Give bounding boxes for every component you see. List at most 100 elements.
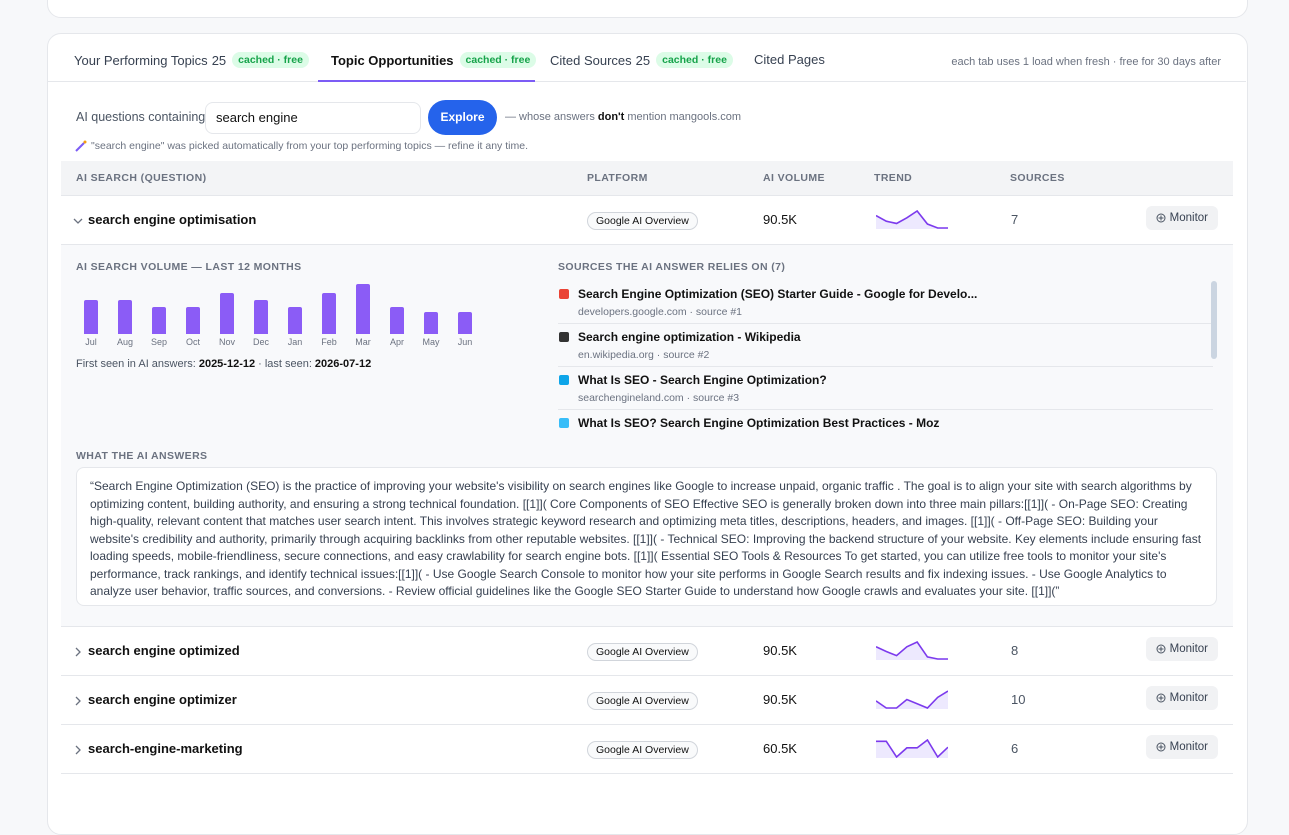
source-title: Search Engine Optimization (SEO) Starter… <box>578 287 978 301</box>
month-label: Jan <box>287 337 303 347</box>
month-label: May <box>422 337 440 347</box>
monitor-label: Monitor <box>1169 643 1208 655</box>
volume-bar <box>152 307 166 334</box>
volume-bar <box>458 312 472 334</box>
monitor-icon <box>1156 644 1166 654</box>
chevron-path <box>75 647 81 657</box>
chevron <box>73 218 83 224</box>
source-title: What Is SEO? Search Engine Optimization … <box>578 416 940 430</box>
sparkle <box>83 140 87 144</box>
month-label: Nov <box>218 337 235 347</box>
source-item[interactable]: What Is SEO? Search Engine Optimization … <box>558 410 1213 433</box>
monitor-label: Monitor <box>1169 212 1208 224</box>
tab-badge: cached · free <box>656 52 733 68</box>
tabs-note: each tab uses 1 load when fresh · free f… <box>951 56 1221 68</box>
source-icon <box>559 289 569 299</box>
monitor-icon <box>1156 693 1166 703</box>
chevron <box>75 696 81 706</box>
plus <box>1158 646 1164 652</box>
c <box>1156 644 1166 654</box>
column-header: AI VOLUME <box>763 172 825 184</box>
wand <box>75 142 85 152</box>
source-meta: searchengineland.com · source #3 <box>578 392 740 404</box>
trend-area <box>876 211 948 229</box>
monitor-button[interactable]: Monitor <box>1145 206 1218 230</box>
explore-button[interactable]: Explore <box>428 100 497 135</box>
first-seen: 2025-12-12 <box>198 358 256 370</box>
trend-line <box>876 210 948 229</box>
volume-bar <box>356 284 370 334</box>
month-label: Apr <box>389 337 404 347</box>
source-item[interactable]: Search Engine Optimization (SEO) Starter… <box>558 281 1213 324</box>
search-input[interactable]: search engine <box>205 102 421 134</box>
answer-title: WHAT THE AI ANSWERS <box>76 450 208 462</box>
trend-area <box>876 691 948 709</box>
plus <box>1158 215 1164 221</box>
column-header: PLATFORM <box>587 172 648 184</box>
column-header: AI SEARCH (QUESTION) <box>76 172 207 184</box>
plus <box>1158 744 1164 750</box>
volume-bar <box>322 293 336 334</box>
source-meta: en.wikipedia.org · source #2 <box>578 349 710 361</box>
tab-count: 25 <box>211 52 227 68</box>
trend-line <box>876 690 948 709</box>
monitor-icon <box>1156 213 1166 223</box>
tab-badge: cached · free <box>459 52 537 68</box>
hint-text: mention mangools.com <box>627 111 742 123</box>
column-header: TREND <box>874 172 913 184</box>
platform: Google AI Overview <box>587 692 698 710</box>
monitor-button[interactable]: Monitor <box>1145 637 1218 661</box>
sources-count: 6 <box>1011 741 1019 756</box>
c <box>1156 213 1166 223</box>
sources-count: 8 <box>1011 643 1019 658</box>
source-item[interactable]: Search engine optimization - Wikipedia en… <box>558 324 1213 367</box>
trend-sparkline <box>876 641 948 660</box>
column-header: SOURCES <box>1010 172 1065 184</box>
monitor-button[interactable]: Monitor <box>1145 735 1218 759</box>
platform-wrap: Google AI Overview <box>587 740 698 759</box>
source-title: What Is SEO - Search Engine Optimization… <box>578 373 827 387</box>
monitor-button[interactable]: Monitor <box>1145 686 1218 710</box>
seen-label: First seen in AI answers: <box>76 358 196 370</box>
trend-sparkline <box>876 690 948 709</box>
trend-line <box>876 739 948 758</box>
tab-label: Your Performing Topics <box>74 52 208 68</box>
source-icon <box>559 332 569 342</box>
content: Your Performing Topics 25 cached · free Top… <box>48 52 1246 774</box>
table-row[interactable]: search-engine-marketing Google AI Overvie… <box>61 725 1233 774</box>
source-meta: developers.google.com · source #1 <box>578 306 743 318</box>
page: Your Performing Topics 25 cached · free Top… <box>47 0 1248 835</box>
auto-note: "search engine" was picked automatically… <box>91 140 528 152</box>
tab[interactable]: Cited Pages <box>754 52 825 67</box>
volume-bar <box>288 307 302 334</box>
sources-title: SOURCES THE AI ANSWER RELIES ON (7) <box>558 261 786 273</box>
table-row[interactable]: search engine optimized Google AI Overvie… <box>61 627 1233 676</box>
wand-icon <box>75 140 87 152</box>
month-label: Jun <box>457 337 473 347</box>
tab-divider <box>48 81 1246 82</box>
expanded-panel: AI SEARCH VOLUME — LAST 12 MONTHS Jul Aug S… <box>61 245 1233 627</box>
platform: Google AI Overview <box>587 741 698 759</box>
seen-label: · last seen: <box>258 358 312 370</box>
platform: Google AI Overview <box>587 212 698 230</box>
volume: 90.5K <box>763 212 797 227</box>
tab[interactable]: Topic Opportunities cached · free <box>331 52 537 68</box>
volume-bar <box>84 300 98 334</box>
trend-line <box>876 641 948 660</box>
chevron-path <box>73 218 83 224</box>
search-hint: — whose answers don't mention mangools.com <box>505 111 741 123</box>
chevron <box>75 647 81 657</box>
platform-wrap: Google AI Overview <box>587 642 698 661</box>
tab[interactable]: Cited Sources 25 cached · free <box>550 52 733 68</box>
platform: Google AI Overview <box>587 643 698 661</box>
table-row[interactable]: search engine optimisation Google AI Over… <box>61 196 1233 245</box>
table-row[interactable]: search engine optimizer Google AI Overvie… <box>61 676 1233 725</box>
query: search-engine-marketing <box>88 741 243 756</box>
month-label: Oct <box>185 337 200 347</box>
source-item[interactable]: What Is SEO - Search Engine Optimization… <box>558 367 1213 410</box>
tab[interactable]: Your Performing Topics 25 cached · free <box>74 52 309 68</box>
scrollbar <box>1211 281 1217 359</box>
month-label: Dec <box>252 337 269 347</box>
volume: 90.5K <box>763 692 797 707</box>
month-label: Jul <box>85 337 97 347</box>
